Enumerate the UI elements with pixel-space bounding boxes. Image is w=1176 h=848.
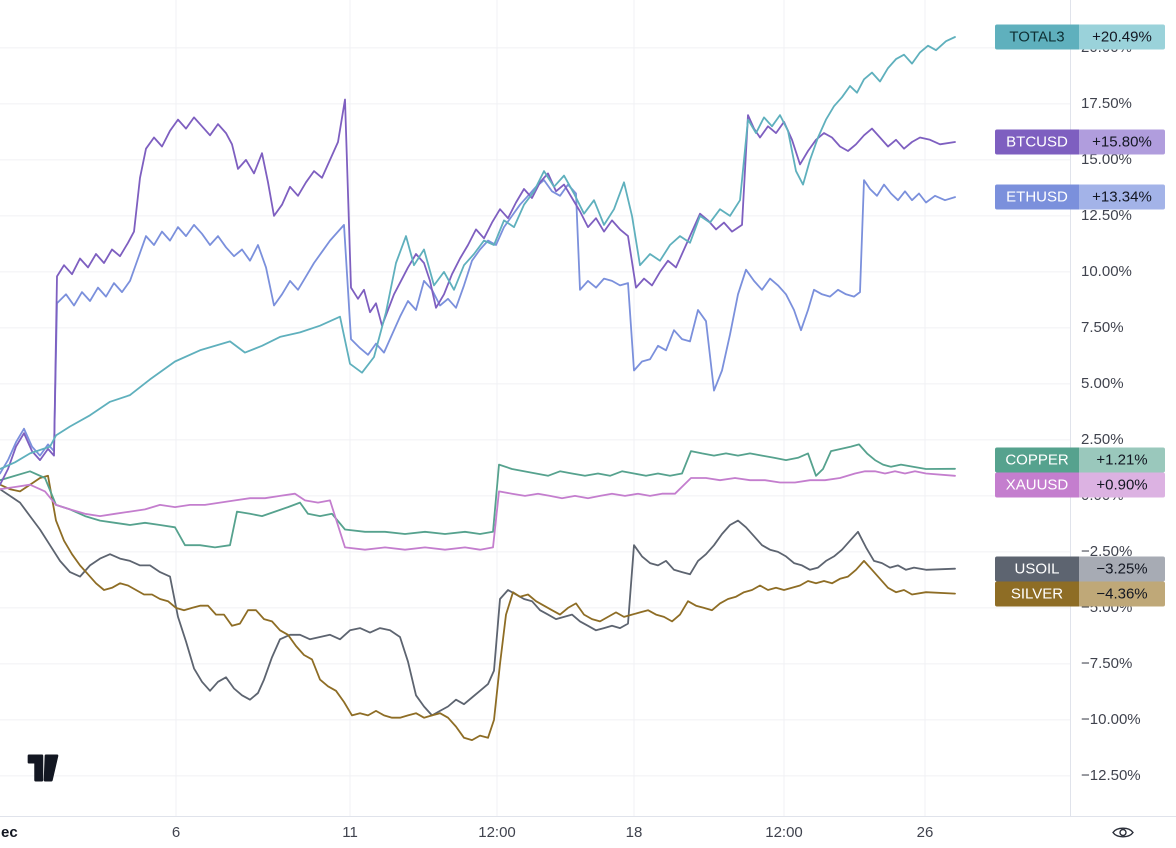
price-chart-canvas[interactable]	[0, 0, 1070, 816]
series-line-btcusd[interactable]	[0, 98, 956, 486]
series-badge-change: −3.25%	[1079, 556, 1165, 582]
time-axis-label: 12:00	[478, 824, 516, 841]
series-badge-btcusd[interactable]: BTCUSD +15.80%	[995, 129, 1165, 155]
time-axis-label: 6	[171, 824, 181, 841]
series-badge-change: +13.34%	[1079, 184, 1165, 210]
price-axis-label: −12.50%	[1081, 766, 1141, 784]
price-axis-label: 5.00%	[1081, 374, 1124, 392]
series-badge-symbol: TOTAL3	[995, 24, 1079, 50]
series-badge-symbol: SILVER	[995, 581, 1079, 607]
series-badge-symbol: BTCUSD	[995, 129, 1079, 155]
series-line-total3[interactable]	[0, 36, 956, 470]
series-badge-silver[interactable]: SILVER −4.36%	[995, 581, 1165, 607]
time-axis-label: 18	[625, 824, 643, 841]
series-badge-copper[interactable]: COPPER +1.21%	[995, 447, 1165, 473]
series-badge-usoil[interactable]: USOIL −3.25%	[995, 556, 1165, 582]
series-badge-change: +1.21%	[1079, 447, 1165, 473]
price-axis-label: 15.00%	[1081, 150, 1132, 168]
eye-icon[interactable]	[1112, 824, 1134, 846]
tradingview-logo-icon[interactable]	[26, 752, 60, 789]
series-badge-change: +0.90%	[1079, 472, 1165, 498]
series-badges-layer: TOTAL3 +20.49% BTCUSD +15.80% ETHUSD +13.34% C…	[995, 24, 1165, 607]
price-axis-label: −7.50%	[1081, 654, 1133, 672]
series-badge-symbol: USOIL	[995, 556, 1079, 582]
price-axis-label: 2.50%	[1081, 430, 1124, 448]
time-axis-label: 11	[342, 824, 358, 841]
time-axis-label: 26	[916, 824, 934, 841]
series-badge-change: +20.49%	[1079, 24, 1165, 50]
series-badge-change: +15.80%	[1079, 129, 1165, 155]
series-line-xauusd[interactable]	[0, 470, 956, 551]
series-badge-change: −4.36%	[1079, 581, 1165, 607]
price-axis-label: 12.50%	[1081, 206, 1132, 224]
series-line-copper[interactable]	[0, 443, 956, 549]
price-axis-label: 10.00%	[1081, 262, 1132, 280]
series-badge-symbol: ETHUSD	[995, 184, 1079, 210]
series-line-ethusd[interactable]	[0, 179, 956, 475]
series-badge-symbol: COPPER	[995, 447, 1079, 473]
series-line-silver[interactable]	[0, 474, 956, 741]
series-badge-ethusd[interactable]: ETHUSD +13.34%	[995, 184, 1165, 210]
price-axis-label: −10.00%	[1081, 710, 1141, 728]
price-axis[interactable]: 20.00%17.50%15.00%12.50%10.00%7.50%5.00%…	[1070, 0, 1176, 816]
price-axis-label: 17.50%	[1081, 94, 1132, 112]
time-axis-label: ec	[1, 824, 18, 841]
series-line-usoil[interactable]	[0, 488, 956, 717]
series-badge-total3[interactable]: TOTAL3 +20.49%	[995, 24, 1165, 50]
time-axis-label: 12:00	[765, 824, 803, 841]
series-badge-symbol: XAUUSD	[995, 472, 1079, 498]
time-axis[interactable]: ec 6 11 12:00 18 12:00 26	[0, 816, 1176, 848]
price-axis-label: −2.50%	[1081, 542, 1133, 560]
price-axis-label: 7.50%	[1081, 318, 1124, 336]
series-badge-xauusd[interactable]: XAUUSD +0.90%	[995, 472, 1165, 498]
